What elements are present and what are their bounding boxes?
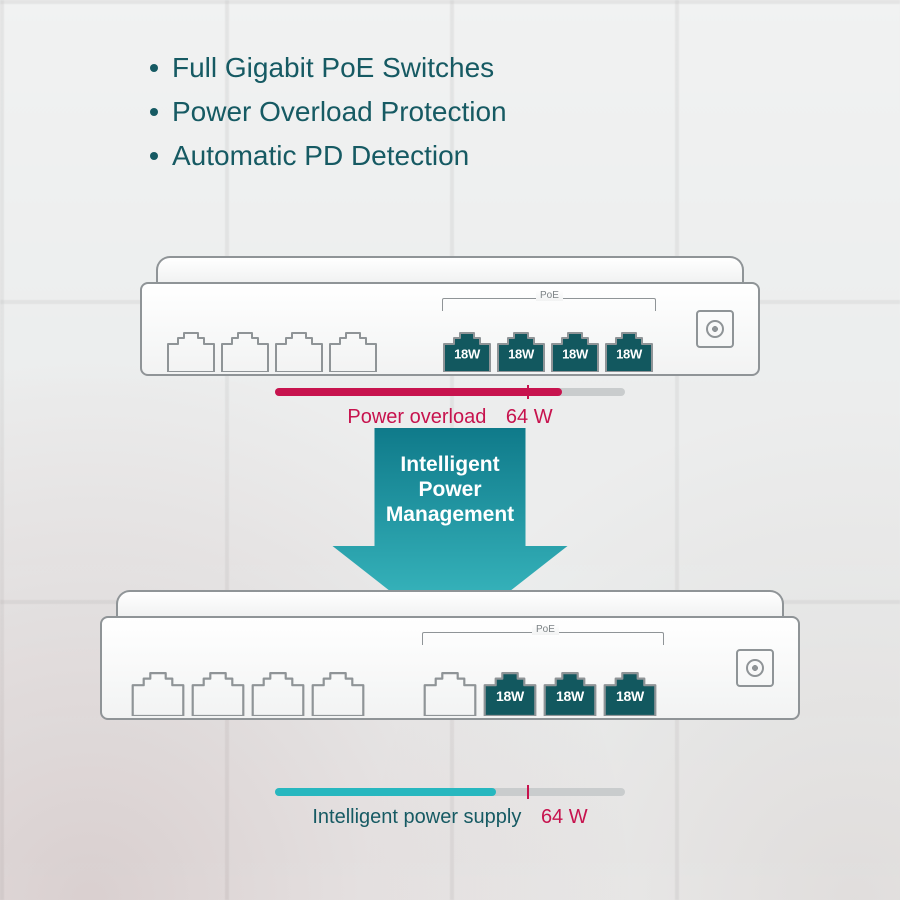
power-overload-bar: Power overload 64 W [275, 388, 625, 429]
device-lid [156, 256, 744, 282]
feature-bullet-3: Automatic PD Detection [150, 140, 507, 172]
bullet-dot-icon [150, 108, 158, 116]
bullet-dot-icon [150, 152, 158, 160]
bar-value-text: 64 W [541, 806, 588, 828]
switch-device-managed: PoE 18W 18W 18W [100, 590, 800, 720]
rj45-port-icon [250, 672, 306, 716]
feature-bullet-list: Full Gigabit PoE Switches Power Overload… [150, 52, 507, 184]
bar-label-text: Power overload [347, 406, 486, 428]
device-face: PoE 18W 18W 18W 18W [140, 282, 760, 376]
rj45-port-active-icon: 18W [604, 332, 654, 372]
rj45-port-active-icon: 18W [550, 332, 600, 372]
port-wattage-label: 18W [562, 346, 588, 361]
bar-fill [275, 388, 562, 396]
port-wattage-label: 18W [556, 688, 584, 704]
bullet-dot-icon [150, 64, 158, 72]
feature-bullet-2-text: Power Overload Protection [172, 96, 507, 128]
bar-limit-tick [527, 385, 529, 399]
bar-track [275, 388, 625, 396]
feature-bullet-2: Power Overload Protection [150, 96, 507, 128]
rj45-port-active-icon: 18W [542, 672, 598, 716]
power-supply-bar: Intelligent power supply 64 W [275, 788, 625, 829]
arrow-label-line2: Power [418, 478, 481, 501]
rj45-port-icon [130, 672, 186, 716]
port-wattage-label: 18W [496, 688, 524, 704]
device-face: PoE 18W 18W 18W [100, 616, 800, 720]
rj45-port-active-icon: 18W [442, 332, 492, 372]
arrow-label-line1: Intelligent [400, 453, 499, 476]
arrow-label: Intelligent Power Management [380, 452, 520, 528]
rj45-port-icon [166, 332, 216, 372]
poe-bracket-label: PoE [536, 290, 563, 301]
bar-caption: Power overload 64 W [275, 406, 625, 429]
rj45-port-active-icon: 18W [602, 672, 658, 716]
port-group-left [166, 332, 378, 372]
poe-bracket-label: PoE [532, 624, 559, 635]
dc-power-jack-icon [696, 310, 734, 348]
infographic-page: Full Gigabit PoE Switches Power Overload… [0, 0, 900, 900]
bar-track [275, 788, 625, 796]
port-wattage-label: 18W [616, 346, 642, 361]
bar-caption: Intelligent power supply 64 W [275, 806, 625, 829]
rj45-port-icon [310, 672, 366, 716]
rj45-port-icon [422, 672, 478, 716]
port-wattage-label: 18W [616, 688, 644, 704]
bar-fill [275, 788, 496, 796]
port-wattage-label: 18W [454, 346, 480, 361]
rj45-port-icon [190, 672, 246, 716]
port-group-right: 18W 18W 18W 18W [442, 332, 654, 372]
feature-bullet-1: Full Gigabit PoE Switches [150, 52, 507, 84]
feature-bullet-3-text: Automatic PD Detection [172, 140, 469, 172]
rj45-port-active-icon: 18W [482, 672, 538, 716]
rj45-port-icon [328, 332, 378, 372]
dc-power-jack-icon [736, 649, 774, 687]
port-wattage-label: 18W [508, 346, 534, 361]
bar-limit-tick [527, 785, 529, 799]
port-group-left [130, 672, 366, 716]
device-lid [116, 590, 784, 616]
rj45-port-active-icon: 18W [496, 332, 546, 372]
switch-device-overload: PoE 18W 18W 18W 18W [140, 256, 760, 376]
bar-label-text: Intelligent power supply [312, 806, 521, 828]
arrow-label-line3: Management [386, 503, 514, 526]
port-group-right: 18W 18W 18W [422, 672, 658, 716]
rj45-port-icon [220, 332, 270, 372]
bar-value-text: 64 W [506, 406, 553, 428]
feature-bullet-1-text: Full Gigabit PoE Switches [172, 52, 494, 84]
rj45-port-icon [274, 332, 324, 372]
